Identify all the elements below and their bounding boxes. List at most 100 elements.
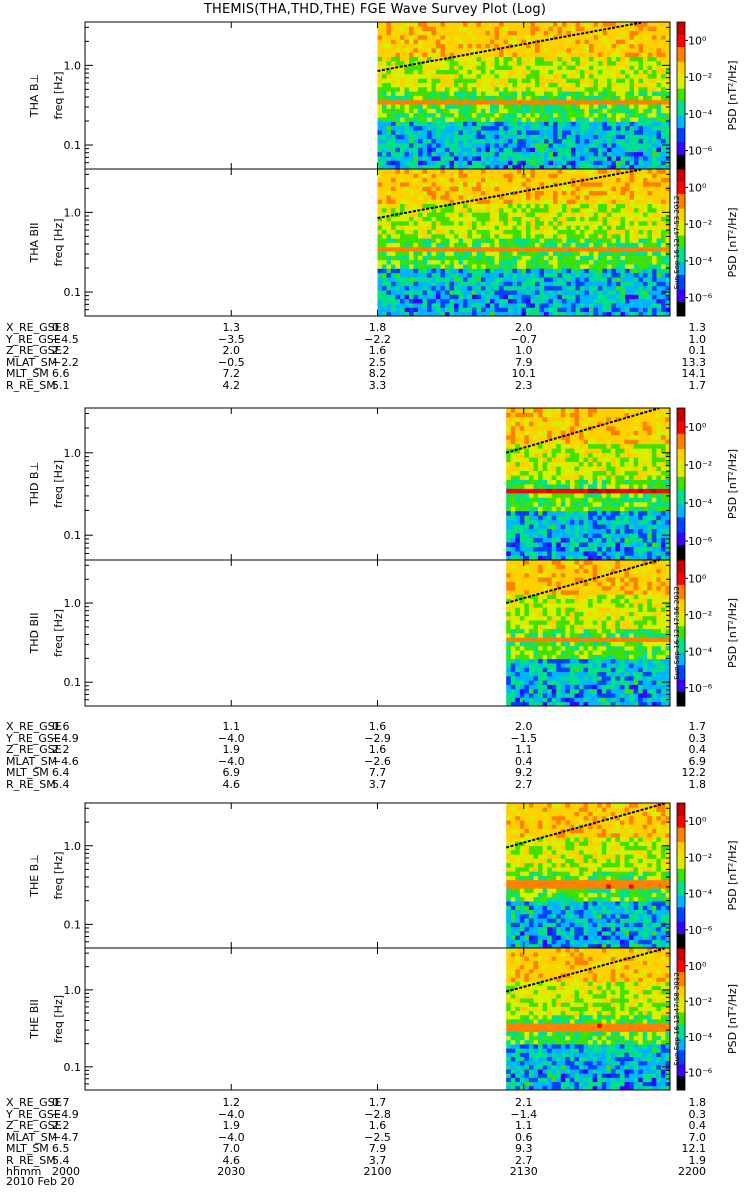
spectrogram-cell — [539, 246, 545, 252]
spectrogram-cell — [391, 130, 396, 135]
spectrogram-cell — [377, 26, 383, 32]
spectrogram-cell — [643, 117, 648, 122]
spectrogram-cell — [661, 277, 666, 282]
spectrogram-cell — [538, 443, 543, 449]
spectrogram-cell — [526, 125, 531, 131]
spectrogram-cell — [400, 43, 405, 49]
spectrogram-cell — [584, 164, 590, 170]
spectrogram-cell — [400, 117, 405, 122]
spectrogram-cell — [629, 251, 635, 256]
spectrogram-cell — [512, 272, 518, 278]
spectrogram-cell — [566, 82, 572, 88]
spectrogram-cell — [562, 82, 567, 88]
spectrogram-cell — [584, 78, 590, 83]
spectrogram-cell — [638, 290, 644, 295]
spectrogram-cell — [467, 259, 473, 265]
spectrogram-cell — [584, 298, 590, 304]
spectrogram-cell — [542, 416, 548, 422]
spectrogram-cell — [652, 26, 657, 32]
spectrogram-cell — [467, 78, 473, 83]
spectrogram-cell — [620, 47, 626, 53]
spectrogram-cell — [575, 190, 581, 196]
spectrogram-cell — [503, 82, 509, 88]
spectrogram-cell — [665, 259, 671, 265]
spectrogram-cell — [494, 251, 500, 256]
spectrogram-cell — [391, 164, 396, 170]
spectrogram-cell — [533, 501, 539, 507]
spectrogram-cell — [665, 220, 671, 226]
spectrogram-cell — [638, 199, 644, 204]
spectrogram-cell — [436, 238, 441, 243]
spectrogram-cell — [519, 408, 525, 413]
spectrogram-cell — [528, 461, 534, 467]
spectrogram-cell — [602, 156, 608, 161]
spectrogram-cell — [440, 290, 446, 295]
spectrogram-cell — [449, 104, 455, 109]
spectrogram-cell — [427, 177, 432, 183]
colorbar-segment — [677, 36, 685, 40]
spectrogram-cell — [409, 156, 414, 161]
spectrogram-cell — [400, 39, 405, 45]
spectrogram-cell — [382, 311, 387, 317]
spectrogram-cell — [382, 151, 387, 157]
spectrogram-cell — [598, 190, 603, 196]
spectrogram-cell — [616, 177, 621, 183]
spectrogram-cell — [656, 104, 662, 109]
spectrogram-cell — [503, 121, 509, 127]
spectrogram-cell — [490, 22, 495, 27]
spectrogram-cell — [503, 255, 509, 261]
spectrogram-cell — [607, 147, 612, 153]
spectrogram-cell — [548, 255, 554, 261]
spectrogram-cell — [544, 112, 549, 118]
spectrogram-cell — [539, 216, 545, 222]
spectrogram-cell — [445, 199, 450, 204]
spectrogram-cell — [602, 112, 608, 118]
spectrogram-cell — [535, 99, 540, 105]
spectrogram-cell — [638, 69, 644, 75]
spectrogram-cell — [548, 56, 554, 62]
spectrogram-cell — [445, 220, 450, 226]
spectrogram-cell — [418, 216, 423, 222]
spectrogram-cell — [472, 194, 477, 200]
spectrogram-cell — [530, 220, 536, 226]
spectrogram-cell — [661, 268, 666, 274]
spectrogram-cell — [418, 69, 423, 75]
spectrogram-cell — [472, 117, 477, 122]
spectrogram-cell — [607, 73, 612, 79]
spectrogram-cell — [391, 298, 396, 304]
spectrogram-cell — [445, 78, 450, 83]
spectrogram-cell — [481, 47, 486, 53]
spectrogram-cell — [548, 43, 554, 49]
spectrogram-cell — [526, 65, 531, 70]
spectrogram-cell — [463, 255, 468, 261]
spectrogram-cell — [422, 86, 428, 92]
spectrogram-cell — [665, 134, 671, 140]
spectrogram-cell — [503, 56, 509, 62]
spectrogram-cell — [535, 251, 540, 256]
spectrogram-cell — [463, 298, 468, 304]
spectrogram-cell — [472, 242, 477, 248]
spectrogram-cell — [382, 73, 387, 79]
spectrogram-cell — [391, 216, 396, 222]
spectrogram-cell — [562, 220, 567, 226]
spectrogram-cell — [503, 73, 509, 79]
spectrogram-cell — [512, 186, 518, 192]
spectrogram-cell — [494, 259, 500, 265]
spectrogram-cell — [515, 434, 521, 440]
spectrogram-cell — [665, 207, 671, 213]
spectrogram-cell — [386, 91, 392, 96]
spectrogram-cell — [544, 238, 549, 243]
spectrogram-cell — [528, 448, 534, 454]
spectrogram-cell — [409, 229, 414, 235]
spectrogram-cell — [528, 510, 534, 516]
spectrogram-cell — [553, 255, 558, 261]
spectrogram-cell — [503, 169, 509, 174]
spectrogram-cell — [472, 34, 477, 40]
spectrogram-cell — [481, 108, 486, 114]
spectrogram-cell — [512, 233, 518, 239]
spectrogram-cell — [508, 160, 513, 166]
spectrogram-cell — [661, 203, 666, 209]
spectrogram-cell — [575, 22, 581, 27]
spectrogram-cell — [580, 34, 585, 40]
spectrogram-cell — [571, 281, 576, 287]
